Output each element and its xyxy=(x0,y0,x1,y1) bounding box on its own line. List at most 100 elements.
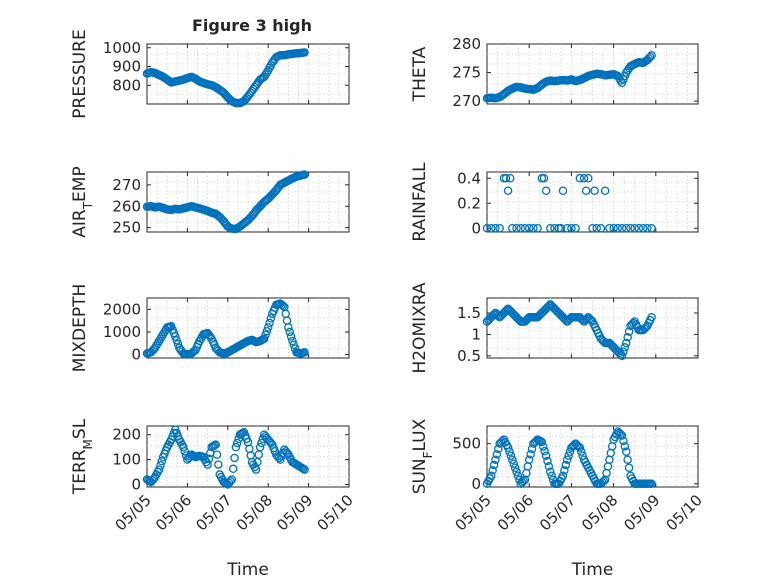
data-point xyxy=(285,327,294,337)
data-point xyxy=(496,311,506,321)
data-point xyxy=(555,310,565,319)
data-series xyxy=(142,170,309,234)
x-tick-label: 05/07 xyxy=(192,491,235,534)
data-point xyxy=(558,471,568,481)
y-tick-label: 0 xyxy=(471,219,481,237)
x-tick-label: 05/10 xyxy=(314,491,357,534)
data-point xyxy=(585,314,594,323)
data-point xyxy=(300,348,309,357)
data-point xyxy=(228,464,238,473)
y-axis-label: RAINFALL xyxy=(410,162,430,242)
data-point xyxy=(289,340,299,350)
subplot-6: 0.5 1 1.5 H2OMIXRA xyxy=(410,282,699,374)
data-point xyxy=(547,471,556,481)
data-point xyxy=(562,455,572,464)
data-point xyxy=(526,450,535,459)
y-tick-label: 250 xyxy=(112,219,141,237)
data-point xyxy=(211,440,220,449)
data-point xyxy=(206,332,215,342)
y-tick-label: 500 xyxy=(452,435,481,453)
data-point xyxy=(262,326,272,336)
data-point xyxy=(188,348,198,357)
data-point xyxy=(546,300,555,309)
data-point xyxy=(491,455,500,464)
y-tick-label: 0.4 xyxy=(457,169,481,187)
data-point xyxy=(546,467,555,476)
y-tick-label: 200 xyxy=(112,426,141,444)
data-point xyxy=(558,186,568,195)
y-axis-label: AIRTEMP xyxy=(70,166,95,237)
data-point xyxy=(278,301,288,311)
data-point xyxy=(556,223,566,233)
data-point xyxy=(534,311,544,321)
data-series xyxy=(482,173,656,233)
data-point xyxy=(562,317,572,326)
data-point xyxy=(520,317,530,326)
data-point xyxy=(255,442,265,452)
x-tick-label: 05/08 xyxy=(233,491,276,534)
data-point xyxy=(547,301,556,311)
data-point xyxy=(546,223,555,233)
data-point xyxy=(640,324,649,333)
data-point xyxy=(495,223,504,233)
y-tick-label: 1000 xyxy=(103,39,141,57)
data-point xyxy=(488,466,497,475)
y-tick-label: 0.5 xyxy=(457,347,481,365)
data-point xyxy=(512,467,521,476)
data-point xyxy=(592,223,601,233)
data-point xyxy=(300,170,309,179)
data-point xyxy=(614,348,624,358)
data-point xyxy=(509,310,518,319)
data-point xyxy=(508,223,517,233)
data-point xyxy=(503,304,513,313)
data-point xyxy=(605,338,614,348)
data-point xyxy=(622,223,631,233)
data-series xyxy=(142,299,309,359)
data-point xyxy=(204,454,214,464)
data-point xyxy=(539,442,548,451)
data-point xyxy=(622,68,631,77)
y-tick-label: 0 xyxy=(471,475,481,493)
data-point xyxy=(609,223,618,233)
data-series xyxy=(482,300,656,361)
data-point xyxy=(586,315,596,325)
data-point xyxy=(557,311,566,321)
data-point xyxy=(505,173,515,183)
data-point xyxy=(261,330,270,340)
data-point xyxy=(508,308,517,318)
x-tick-label: 05/05 xyxy=(452,491,495,534)
data-point xyxy=(277,300,286,310)
data-point xyxy=(492,450,502,459)
data-point xyxy=(533,313,542,322)
y-axis-label: MIXDEPTH xyxy=(70,284,90,373)
data-point xyxy=(172,336,181,345)
y-tick-label: 0.2 xyxy=(457,194,481,212)
data-point xyxy=(643,223,652,233)
data-point xyxy=(509,459,518,468)
data-point xyxy=(226,476,235,486)
data-point xyxy=(613,223,623,233)
data-series xyxy=(482,51,656,103)
data-point xyxy=(551,305,561,315)
y-axis-label: THETA xyxy=(410,46,430,102)
x-tick-label: 05/09 xyxy=(620,491,663,534)
subplot-5: 0 1000 2000 MIXDEPTH xyxy=(70,284,350,373)
data-point xyxy=(266,438,276,448)
data-point xyxy=(516,223,526,233)
data-point xyxy=(520,223,530,233)
data-point xyxy=(519,476,528,486)
data-point xyxy=(524,455,534,464)
data-point xyxy=(486,223,496,233)
y-tick-label: 270 xyxy=(112,176,141,194)
y-tick-label: 1 xyxy=(471,325,481,343)
subplot-2: 270 275 280 THETA xyxy=(410,35,699,110)
data-point xyxy=(524,223,534,233)
data-point xyxy=(606,340,616,349)
data-point xyxy=(541,186,551,195)
data-point xyxy=(647,51,656,60)
x-tick-label: 05/06 xyxy=(152,491,195,534)
data-point xyxy=(619,436,628,446)
